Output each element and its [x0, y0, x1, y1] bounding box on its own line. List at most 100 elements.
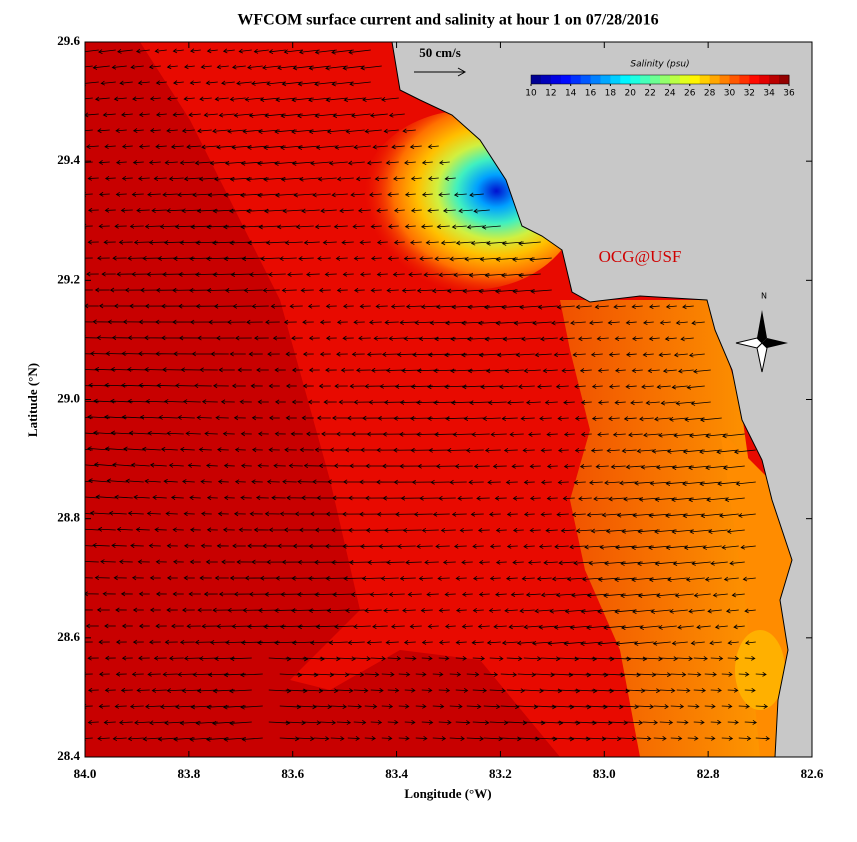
current-vector: [458, 208, 473, 214]
current-vector: [488, 608, 501, 613]
current-vector: [112, 736, 127, 742]
current-vector: [308, 65, 331, 71]
current-vector: [495, 288, 518, 294]
current-vector: [659, 720, 674, 725]
current-vector: [438, 640, 450, 645]
current-vector: [166, 128, 178, 134]
current-vector: [303, 240, 320, 246]
current-vector: [653, 672, 672, 678]
current-vector: [264, 511, 280, 517]
current-vector: [318, 463, 337, 469]
current-vector: [449, 256, 467, 262]
current-vector: [423, 272, 439, 278]
current-vector: [309, 640, 331, 646]
current-vector: [164, 160, 178, 166]
current-vector: [112, 462, 133, 468]
current-vector: [665, 304, 677, 310]
current-vector: [463, 416, 484, 421]
current-vector: [716, 449, 739, 455]
current-vector: [669, 609, 688, 614]
current-vector: [561, 368, 575, 374]
current-vector: [288, 463, 303, 469]
current-vector: [234, 447, 246, 453]
current-vector: [642, 352, 654, 358]
current-vector: [166, 208, 184, 214]
current-vector: [573, 560, 592, 566]
current-vector: [519, 608, 535, 614]
current-vector: [570, 320, 586, 326]
current-vector: [387, 687, 400, 693]
current-vector: [568, 736, 591, 742]
current-vector: [568, 672, 592, 678]
current-vector: [298, 49, 320, 55]
current-vector: [484, 448, 501, 453]
current-vector: [486, 240, 507, 246]
current-vector: [387, 656, 402, 661]
current-vector: [148, 543, 161, 549]
current-vector: [384, 320, 399, 325]
current-vector: [350, 592, 371, 597]
current-vector: [648, 336, 660, 342]
current-vector: [689, 529, 711, 535]
current-vector: [512, 288, 535, 294]
current-vector: [527, 560, 541, 565]
current-vector: [138, 591, 150, 597]
current-vector: [515, 352, 535, 358]
current-vector: [500, 704, 520, 710]
current-vector: [519, 304, 541, 310]
current-vector: [240, 672, 263, 678]
current-vector: [582, 576, 603, 582]
colorbar-cell: [560, 75, 572, 84]
current-vector: [735, 481, 756, 487]
current-vector: [653, 704, 669, 709]
current-vector: [155, 591, 167, 597]
current-vector: [640, 464, 660, 470]
current-vector: [317, 176, 337, 182]
current-vector: [655, 464, 677, 470]
current-vector: [206, 736, 229, 742]
current-vector: [405, 560, 422, 565]
current-vector: [138, 655, 150, 661]
current-vector: [512, 495, 524, 501]
current-vector: [449, 479, 467, 485]
current-vector: [155, 80, 167, 86]
current-vector: [537, 304, 558, 310]
current-vector: [87, 719, 99, 725]
current-vector: [240, 431, 252, 437]
current-vector: [266, 479, 280, 485]
current-vector: [318, 287, 331, 293]
current-vector: [279, 672, 303, 678]
current-vector: [387, 224, 399, 229]
current-vector: [342, 303, 354, 309]
current-vector: [704, 576, 722, 582]
current-vector: [505, 479, 518, 485]
current-vector: [118, 239, 133, 245]
current-vector: [506, 511, 518, 517]
colorbar-tick-label: 10: [525, 89, 537, 99]
current-vector: [297, 81, 320, 87]
current-vector: [104, 687, 116, 693]
current-vector: [156, 383, 178, 388]
current-vector: [291, 97, 314, 103]
current-vector: [166, 688, 184, 693]
current-vector: [221, 80, 235, 86]
current-vector: [195, 303, 218, 309]
current-vector: [435, 304, 456, 310]
current-vector: [388, 112, 405, 118]
current-vector: [569, 625, 592, 630]
current-vector: [435, 543, 450, 549]
current-vector: [438, 160, 450, 166]
current-vector: [240, 704, 263, 710]
current-vector: [418, 576, 433, 581]
current-vector: [654, 561, 677, 567]
current-vector: [472, 688, 488, 693]
current-vector: [405, 304, 422, 310]
current-vector: [400, 495, 422, 501]
current-vector: [421, 719, 434, 725]
current-vector: [299, 176, 320, 182]
current-vector: [369, 192, 382, 198]
current-vector: [159, 224, 178, 229]
current-vector: [319, 319, 331, 325]
current-vector: [285, 415, 297, 421]
current-vector: [108, 510, 127, 516]
